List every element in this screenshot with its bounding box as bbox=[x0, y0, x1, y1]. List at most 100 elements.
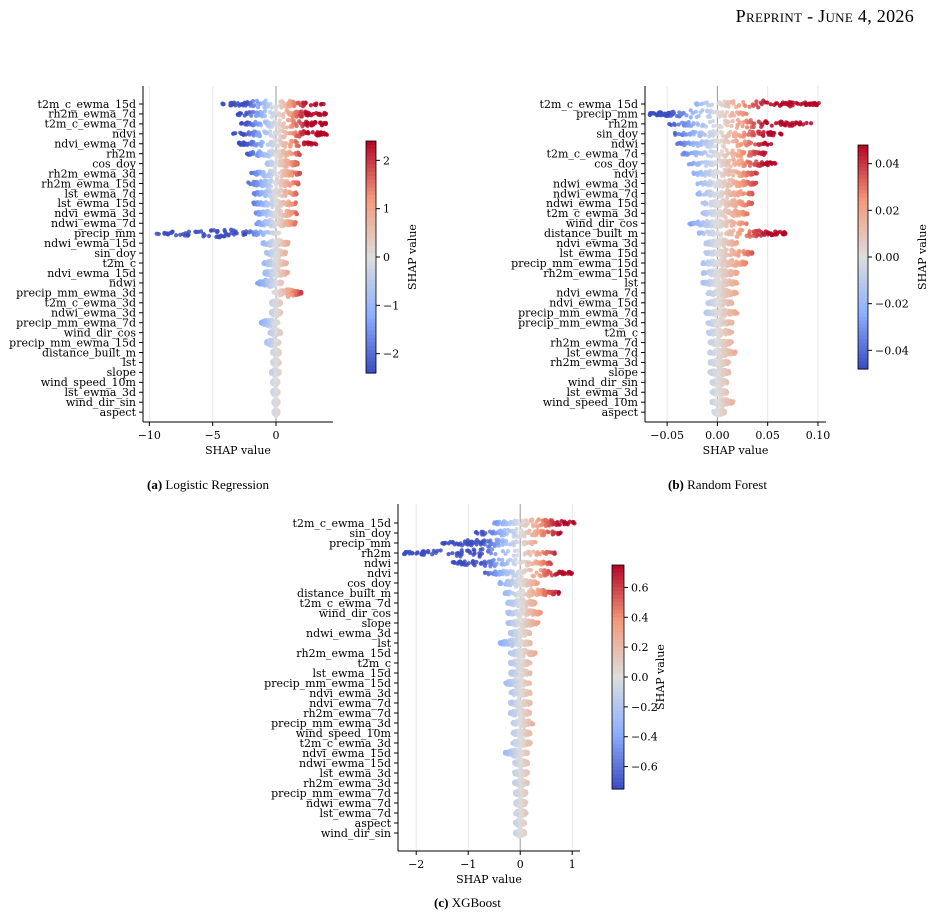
shap-point bbox=[773, 229, 778, 234]
shap-point bbox=[779, 120, 784, 125]
shap-point bbox=[264, 161, 270, 166]
colorbar-segment bbox=[366, 206, 376, 212]
shap-point bbox=[292, 222, 298, 227]
shap-point bbox=[319, 121, 324, 126]
shap-point bbox=[174, 233, 179, 238]
shap-point bbox=[256, 211, 262, 217]
shap-point bbox=[318, 102, 324, 107]
colorbar-segment bbox=[366, 187, 376, 192]
shap-point bbox=[281, 111, 286, 117]
shap-point bbox=[744, 143, 749, 148]
shap-point bbox=[741, 262, 746, 267]
shap-point bbox=[293, 200, 298, 205]
shap-point bbox=[733, 271, 739, 277]
shap-point bbox=[262, 105, 267, 110]
shap-point bbox=[283, 260, 288, 266]
shap-point bbox=[279, 105, 284, 110]
shap-point bbox=[293, 162, 298, 167]
shap-point bbox=[276, 129, 281, 134]
shap-point bbox=[268, 223, 273, 228]
shap-point bbox=[773, 121, 779, 126]
shap-point bbox=[270, 230, 275, 235]
shap-point bbox=[301, 101, 306, 106]
shap-point bbox=[705, 153, 711, 158]
colorbar-segment bbox=[366, 214, 376, 219]
shap-point bbox=[257, 220, 262, 225]
x-tick-label: 0 bbox=[273, 429, 280, 442]
shap-point bbox=[742, 149, 747, 155]
shap-point bbox=[263, 269, 268, 274]
shap-point bbox=[721, 288, 726, 293]
shap-point bbox=[728, 211, 733, 216]
shap-point bbox=[729, 123, 734, 129]
shap-point bbox=[280, 173, 285, 178]
shap-point bbox=[724, 273, 729, 278]
shap-point bbox=[272, 408, 277, 413]
shap-point bbox=[248, 150, 253, 155]
shap-point bbox=[304, 119, 309, 124]
colorbar-segment bbox=[366, 222, 376, 227]
shap-point bbox=[722, 262, 727, 267]
x-tick-label: 0.00 bbox=[705, 429, 730, 442]
shap-point bbox=[754, 149, 759, 155]
shap-point bbox=[730, 148, 735, 153]
shap-point bbox=[299, 109, 304, 114]
shap-point bbox=[310, 130, 315, 135]
shap-point bbox=[259, 113, 264, 118]
shap-point bbox=[285, 108, 290, 114]
shap-point bbox=[269, 310, 274, 315]
shap-point bbox=[744, 118, 749, 123]
shap-point bbox=[718, 258, 723, 263]
shap-point bbox=[271, 143, 276, 148]
shap-point bbox=[186, 229, 192, 234]
shap-point bbox=[713, 150, 719, 155]
shap-point bbox=[264, 323, 270, 328]
shap-point bbox=[722, 173, 727, 178]
shap-point bbox=[277, 118, 282, 123]
shap-point bbox=[262, 319, 268, 324]
colorbar-segment bbox=[366, 330, 376, 335]
shap-point bbox=[265, 230, 270, 235]
shap-point bbox=[737, 232, 742, 237]
shap-point bbox=[686, 140, 691, 145]
shap-point bbox=[215, 229, 220, 234]
shap-point bbox=[248, 182, 253, 187]
shap-point bbox=[700, 211, 705, 216]
shap-point bbox=[297, 171, 302, 176]
colorbar-segment bbox=[366, 160, 376, 165]
shap-point bbox=[249, 113, 254, 118]
shap-point bbox=[292, 110, 297, 115]
shap-point bbox=[710, 230, 715, 236]
shap-point bbox=[287, 183, 293, 188]
shap-point bbox=[719, 219, 725, 224]
shap-point bbox=[215, 234, 220, 239]
colorbar-tick-label: 0 bbox=[383, 251, 390, 264]
shap-point bbox=[317, 111, 322, 116]
shap-point bbox=[672, 122, 678, 128]
shap-point bbox=[277, 99, 283, 104]
shap-point bbox=[738, 249, 743, 254]
shap-point bbox=[156, 231, 161, 237]
colorbar-segment bbox=[366, 315, 376, 320]
shap-point bbox=[252, 103, 257, 108]
colorbar-segment bbox=[366, 199, 376, 204]
shap-point bbox=[275, 177, 281, 183]
shap-point bbox=[718, 193, 723, 198]
shap-point bbox=[734, 169, 739, 174]
shap-point bbox=[668, 113, 674, 118]
shap-point bbox=[731, 157, 737, 163]
shap-point bbox=[816, 100, 821, 106]
shap-point bbox=[741, 99, 746, 105]
colorbar-segment bbox=[366, 345, 376, 351]
shap-point bbox=[725, 195, 730, 200]
shap-point bbox=[251, 200, 256, 205]
shap-point bbox=[812, 100, 817, 106]
shap-point bbox=[734, 105, 739, 110]
shap-point bbox=[288, 219, 293, 224]
shap-point bbox=[292, 289, 297, 294]
shap-point bbox=[279, 182, 284, 187]
shap-point bbox=[704, 222, 710, 227]
shap-point bbox=[756, 228, 762, 233]
